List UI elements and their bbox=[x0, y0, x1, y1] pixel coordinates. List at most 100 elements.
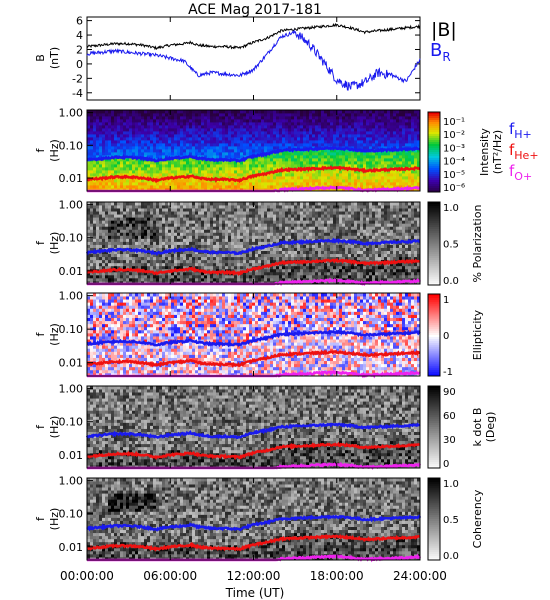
spectrogram-cell bbox=[408, 143, 412, 147]
spectrogram-cell bbox=[279, 238, 283, 242]
spectrogram-cell bbox=[144, 244, 148, 248]
spectrogram-cell bbox=[87, 134, 91, 138]
spectrogram-cell bbox=[162, 241, 166, 245]
spectrogram-cell bbox=[393, 161, 397, 165]
spectrogram-cell bbox=[264, 259, 268, 264]
spectrogram-cell bbox=[393, 170, 397, 174]
spectrogram-cell bbox=[294, 143, 298, 147]
spectrogram-cell bbox=[414, 161, 418, 165]
spectrogram-cell bbox=[261, 214, 265, 218]
spectrogram-cell bbox=[279, 137, 283, 141]
spectrogram-cell bbox=[174, 149, 178, 153]
spectrogram-cell bbox=[222, 259, 226, 264]
spectrogram-cell bbox=[159, 167, 163, 171]
spectrogram-cell bbox=[180, 134, 184, 138]
spectrogram-cell bbox=[162, 170, 166, 174]
spectrogram-cell bbox=[171, 188, 175, 192]
spectrogram-cell bbox=[123, 232, 127, 236]
spectrogram-cell bbox=[204, 173, 208, 177]
spectrogram-cell bbox=[336, 122, 340, 126]
spectrogram-cell bbox=[417, 140, 421, 144]
spectrogram-cell bbox=[273, 110, 277, 114]
spectrogram-cell bbox=[405, 155, 409, 159]
spectrogram-cell bbox=[129, 182, 133, 186]
spectrogram-cell bbox=[114, 161, 118, 165]
spectrogram-cell bbox=[384, 164, 388, 168]
spectrogram-cell bbox=[240, 182, 244, 186]
spectrogram-cell bbox=[192, 185, 196, 189]
spectrogram-cell bbox=[225, 238, 229, 242]
spectrogram-cell bbox=[264, 256, 268, 261]
spectrogram-cell bbox=[345, 110, 349, 114]
spectrogram-cell bbox=[96, 167, 100, 171]
spectrogram-cell bbox=[102, 122, 106, 126]
spectrogram-cell bbox=[396, 170, 400, 174]
spectrogram-cell bbox=[306, 110, 310, 114]
spectrogram-cell bbox=[93, 280, 97, 285]
spectrogram-cell bbox=[159, 262, 163, 267]
spectrogram-cell bbox=[357, 119, 361, 123]
spectrogram-cell bbox=[273, 250, 277, 255]
spectrogram-cell bbox=[132, 259, 136, 264]
intensity-y-tick-label: 0.01 bbox=[59, 172, 84, 185]
spectrogram-cell bbox=[207, 167, 211, 171]
spectrogram-cell bbox=[129, 128, 133, 132]
spectrogram-cell bbox=[261, 155, 265, 159]
spectrogram-cell bbox=[240, 274, 244, 279]
spectrogram-cell bbox=[231, 232, 235, 236]
spectrogram-cell bbox=[261, 259, 265, 264]
spectrogram-cell bbox=[264, 214, 268, 218]
spectrogram-cell bbox=[87, 208, 91, 212]
spectrogram-cell bbox=[207, 143, 211, 147]
spectrogram-cell bbox=[189, 116, 193, 120]
spectrogram-cell bbox=[183, 113, 187, 117]
spectrogram-cell bbox=[99, 253, 103, 258]
spectrogram-cell bbox=[252, 143, 256, 147]
spectrogram-cell bbox=[405, 137, 409, 141]
spectrogram-cell bbox=[192, 253, 196, 258]
spectrogram-cell bbox=[288, 268, 292, 273]
spectrogram-cell bbox=[273, 202, 277, 206]
spectrogram-cell bbox=[96, 226, 100, 230]
spectrogram-cell bbox=[198, 170, 202, 174]
spectrogram-cell bbox=[96, 125, 100, 129]
spectrogram-cell bbox=[324, 179, 328, 183]
spectrogram-cell bbox=[93, 119, 97, 123]
spectrogram-cell bbox=[192, 158, 196, 162]
spectrogram-cell bbox=[324, 113, 328, 117]
spectrogram-cell bbox=[213, 116, 217, 120]
spectrogram-cell bbox=[135, 173, 139, 177]
spectrogram-cell bbox=[216, 238, 220, 242]
spectrogram-cell bbox=[240, 116, 244, 120]
spectrogram-cell bbox=[249, 137, 253, 141]
spectrogram-cell bbox=[219, 140, 223, 144]
spectrogram-cell bbox=[366, 128, 370, 132]
spectrogram-cell bbox=[249, 128, 253, 132]
spectrogram-cell bbox=[201, 280, 205, 285]
spectrogram-cell bbox=[249, 113, 253, 117]
spectrogram-cell bbox=[261, 268, 265, 273]
spectrogram-cell bbox=[108, 188, 112, 192]
spectrogram-cell bbox=[135, 274, 139, 279]
spectrogram-cell bbox=[111, 179, 115, 183]
spectrogram-cell bbox=[162, 262, 166, 267]
spectrogram-cell bbox=[279, 125, 283, 129]
spectrogram-cell bbox=[240, 265, 244, 270]
spectrogram-cell bbox=[162, 116, 166, 120]
spectrogram-cell bbox=[279, 247, 283, 251]
spectrogram-cell bbox=[165, 214, 169, 218]
spectrogram-cell bbox=[345, 137, 349, 141]
spectrogram-cell bbox=[102, 220, 106, 224]
spectrogram-cell bbox=[189, 119, 193, 123]
spectrogram-cell bbox=[252, 220, 256, 224]
spectrogram-cell bbox=[318, 131, 322, 135]
spectrogram-cell bbox=[231, 173, 235, 177]
spectrogram-cell bbox=[111, 238, 115, 242]
spectrogram-cell bbox=[363, 113, 367, 117]
spectrogram-cell bbox=[213, 241, 217, 245]
spectrogram-cell bbox=[162, 217, 166, 221]
spectrogram-cell bbox=[207, 259, 211, 264]
spectrogram-cell bbox=[291, 244, 295, 248]
spectrogram-cell bbox=[321, 122, 325, 126]
spectrogram-cell bbox=[150, 202, 154, 206]
